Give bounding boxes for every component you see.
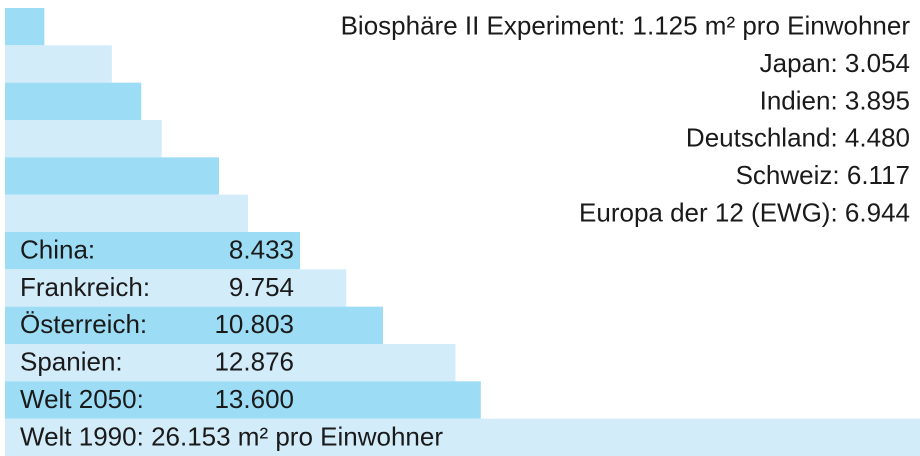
- category-label: Welt 1990:: [20, 421, 144, 451]
- bar: [5, 45, 112, 83]
- bar-label: Japan: 3.054: [760, 48, 910, 78]
- category-label: Biosphäre II Experiment:: [341, 11, 626, 41]
- bar-label: Europa der 12 (EWG): 6.944: [579, 197, 910, 227]
- category-label: Spanien:: [20, 347, 123, 377]
- value-label: 3.054: [845, 48, 910, 78]
- category-label: Indien:: [760, 85, 838, 115]
- value-label: 8.433: [229, 235, 294, 265]
- value-label: 13.600: [214, 384, 294, 414]
- bar-label: Biosphäre II Experiment: 1.125 m² pro Ei…: [341, 11, 911, 41]
- bar: [5, 157, 220, 195]
- bar-label: Schweiz: 6.117: [736, 160, 910, 190]
- category-label: Europa der 12 (EWG):: [579, 197, 838, 227]
- value-label: 4.480: [845, 123, 910, 153]
- value-label: 10.803: [214, 309, 294, 339]
- category-label: China:: [20, 235, 95, 265]
- category-label: Welt 2050:: [20, 384, 144, 414]
- bar: [5, 120, 162, 158]
- bar-label: Welt 1990: 26.153 m² pro Einwohner: [20, 421, 443, 451]
- value-label: 1.125 m² pro Einwohner: [633, 11, 911, 41]
- bar: [5, 418, 920, 456]
- bar: [5, 269, 347, 307]
- value-label: 6.944: [845, 197, 910, 227]
- value-label: 6.117: [847, 160, 910, 190]
- category-label: Österreich:: [20, 309, 147, 339]
- value-label: 12.876: [214, 347, 294, 377]
- bar: [5, 344, 456, 382]
- bar-label: Indien: 3.895: [760, 85, 910, 115]
- bar: [5, 381, 481, 419]
- value-label: 3.895: [845, 85, 910, 115]
- bar: [5, 8, 45, 46]
- category-label: Schweiz:: [736, 160, 840, 190]
- bar: [5, 232, 301, 270]
- bar-label: Deutschland: 4.480: [686, 123, 910, 153]
- value-label: 26.153 m² pro Einwohner: [151, 421, 443, 451]
- bar: [5, 194, 248, 232]
- bar: [5, 306, 383, 344]
- category-label: Frankreich:: [20, 272, 150, 302]
- category-label: Japan:: [760, 48, 838, 78]
- value-label: 9.754: [229, 272, 294, 302]
- bar: [5, 82, 142, 120]
- category-label: Deutschland:: [686, 123, 838, 153]
